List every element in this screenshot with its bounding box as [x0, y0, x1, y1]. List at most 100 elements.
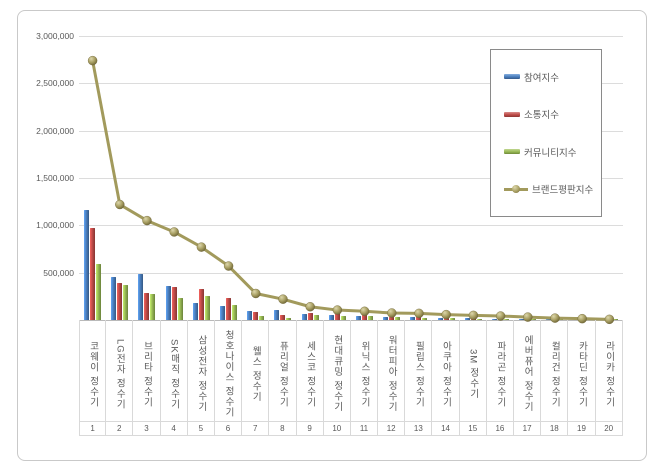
x-axis-category-cell: 삼성전자 정수기 5: [187, 320, 215, 436]
line-marker: [169, 227, 179, 237]
line-marker: [495, 311, 506, 321]
line-marker: [196, 242, 207, 252]
category-rank: 16: [486, 421, 513, 436]
category-label: 카타딘 정수기: [576, 340, 588, 408]
legend-item-communication: 소통지수: [504, 107, 601, 121]
legend-item-community: 커뮤니티지수: [504, 145, 601, 159]
gridline: [79, 36, 623, 37]
chart-card: 3,000,000 2,500,000 2,000,000 1,500,000 1,00…: [17, 10, 647, 461]
category-rank: 6: [214, 421, 242, 436]
category-label: 파라곤 정수기: [494, 340, 506, 408]
y-axis-tick-label: 500,000: [43, 267, 74, 278]
x-axis-category-cell: 에버퓨어 정수기 17: [514, 320, 542, 436]
category-rank: 18: [541, 421, 568, 436]
gridline: [79, 130, 623, 132]
community-bar-swatch-icon: [504, 149, 520, 155]
category-label: 컬리건 정수기: [549, 340, 561, 408]
x-axis-category-cell: 카타딘 정수기 19: [568, 320, 596, 436]
category-label: 위닉스 정수기: [358, 340, 370, 408]
category-rank: 8: [269, 421, 296, 436]
line-marker: [359, 306, 370, 316]
legend-label: 참여지수: [524, 72, 559, 84]
line-marker: [414, 308, 424, 319]
x-axis-category-cell: 웰스 정수기 7: [242, 320, 270, 436]
y-axis-tick-label: 2,000,000: [36, 125, 74, 136]
category-label: 필립스 정수기: [413, 340, 425, 408]
brand-reputation-line: [87, 55, 615, 325]
category-rank: 4: [160, 421, 187, 436]
x-axis-category-cell: 현대큐밍 정수기 10: [323, 320, 351, 436]
category-rank: 9: [296, 421, 323, 436]
x-axis-category-cell: 퓨리얼 정수기 8: [269, 320, 297, 436]
y-axis-tick-label: 1,500,000: [36, 173, 74, 183]
x-axis-category-cell: 위닉스 정수기 11: [350, 320, 379, 436]
legend-label: 커뮤니티지수: [524, 147, 577, 159]
category-rank: 12: [378, 421, 405, 436]
legend-item-participation: 참여지수: [504, 70, 601, 84]
x-axis-category-cell: 브리타 정수기 3: [133, 320, 161, 436]
gridline: [79, 83, 623, 85]
x-axis-category-cell: LG전자 정수기 2: [106, 320, 134, 436]
line-marker: [305, 302, 315, 312]
x-axis-category-cell: 컬리건 정수기 18: [541, 320, 569, 436]
brand-reputation-line-swatch-icon: [504, 185, 528, 194]
line-marker: [523, 312, 533, 322]
legend-item-brand-reputation: 브랜드평판지수: [504, 182, 601, 196]
category-label: 웰스 정수기: [250, 345, 262, 403]
x-axis-category-cell: 라이카 정수기 20: [595, 320, 623, 436]
line-marker: [223, 261, 234, 271]
line-marker: [468, 310, 479, 321]
x-axis-line: [79, 320, 623, 321]
x-axis-category-cell: 아쿠아 정수기 14: [432, 320, 460, 436]
y-axis-tick-label: 3,000,000: [36, 31, 74, 41]
category-label: 3M 정수기: [467, 348, 479, 400]
line-marker: [87, 55, 98, 66]
category-rank: 5: [187, 421, 214, 436]
participation-bar-swatch-icon: [504, 74, 520, 80]
x-axis-category-cell: 3M 정수기 15: [459, 320, 487, 436]
category-rank: 7: [242, 421, 269, 436]
category-label: 에버퓨어 정수기: [522, 335, 534, 413]
line-marker: [387, 308, 397, 318]
gridline: [79, 225, 623, 227]
x-axis-category-cell: SK매직 정수기 4: [160, 320, 188, 436]
x-axis: 코웨이 정수기 1 LG전자 정수기 2 브리타 정수기 3 SK매직 정수기 4 삼성전자 정…: [79, 320, 623, 436]
category-rank: 1: [80, 421, 106, 436]
x-axis-category-cell: 세스코 정수기 9: [296, 320, 324, 436]
y-axis-tick-label: 1,000,000: [36, 220, 74, 231]
line-marker: [251, 288, 261, 299]
line-marker: [115, 199, 125, 210]
category-label: 코웨이 정수기: [87, 340, 99, 408]
legend: 참여지수 소통지수 커뮤니티지수 브랜드평판지수: [490, 49, 602, 217]
line-marker: [577, 313, 587, 324]
category-label: 브리타 정수기: [141, 340, 153, 408]
gridline: [79, 272, 623, 274]
category-rank: 10: [323, 421, 350, 436]
category-rank: 14: [432, 421, 459, 436]
category-rank: 11: [350, 421, 378, 436]
line-marker: [332, 305, 343, 315]
category-rank: 15: [459, 421, 486, 436]
category-label: 청호나이스 정수기: [223, 330, 235, 418]
category-label: 아쿠아 정수기: [440, 340, 452, 408]
line-marker: [550, 313, 560, 323]
line-marker: [604, 314, 615, 325]
legend-label: 소통지수: [524, 110, 559, 122]
gridline: [79, 178, 623, 179]
category-rank: 13: [405, 421, 432, 436]
category-rank: 17: [514, 421, 541, 436]
category-label: SK매직 정수기: [168, 338, 180, 410]
x-axis-category-cell: 필립스 정수기 13: [405, 320, 433, 436]
category-label: LG전자 정수기: [114, 338, 126, 410]
category-rank: 2: [106, 421, 133, 436]
x-axis-category-cell: 파라곤 정수기 16: [486, 320, 514, 436]
category-label: 세스코 정수기: [304, 340, 316, 408]
category-rank: 20: [595, 421, 622, 436]
x-axis-category-cell: 워터피아 정수기 12: [378, 320, 406, 436]
y-axis-tick-label: 2,500,000: [36, 78, 74, 89]
x-axis-category-cell: 청호나이스 정수기 6: [214, 320, 243, 436]
category-label: 라이카 정수기: [603, 340, 615, 408]
category-label: 워터피아 정수기: [386, 335, 398, 413]
x-axis-category-cell: 코웨이 정수기 1: [79, 320, 107, 436]
line-marker: [441, 309, 451, 320]
